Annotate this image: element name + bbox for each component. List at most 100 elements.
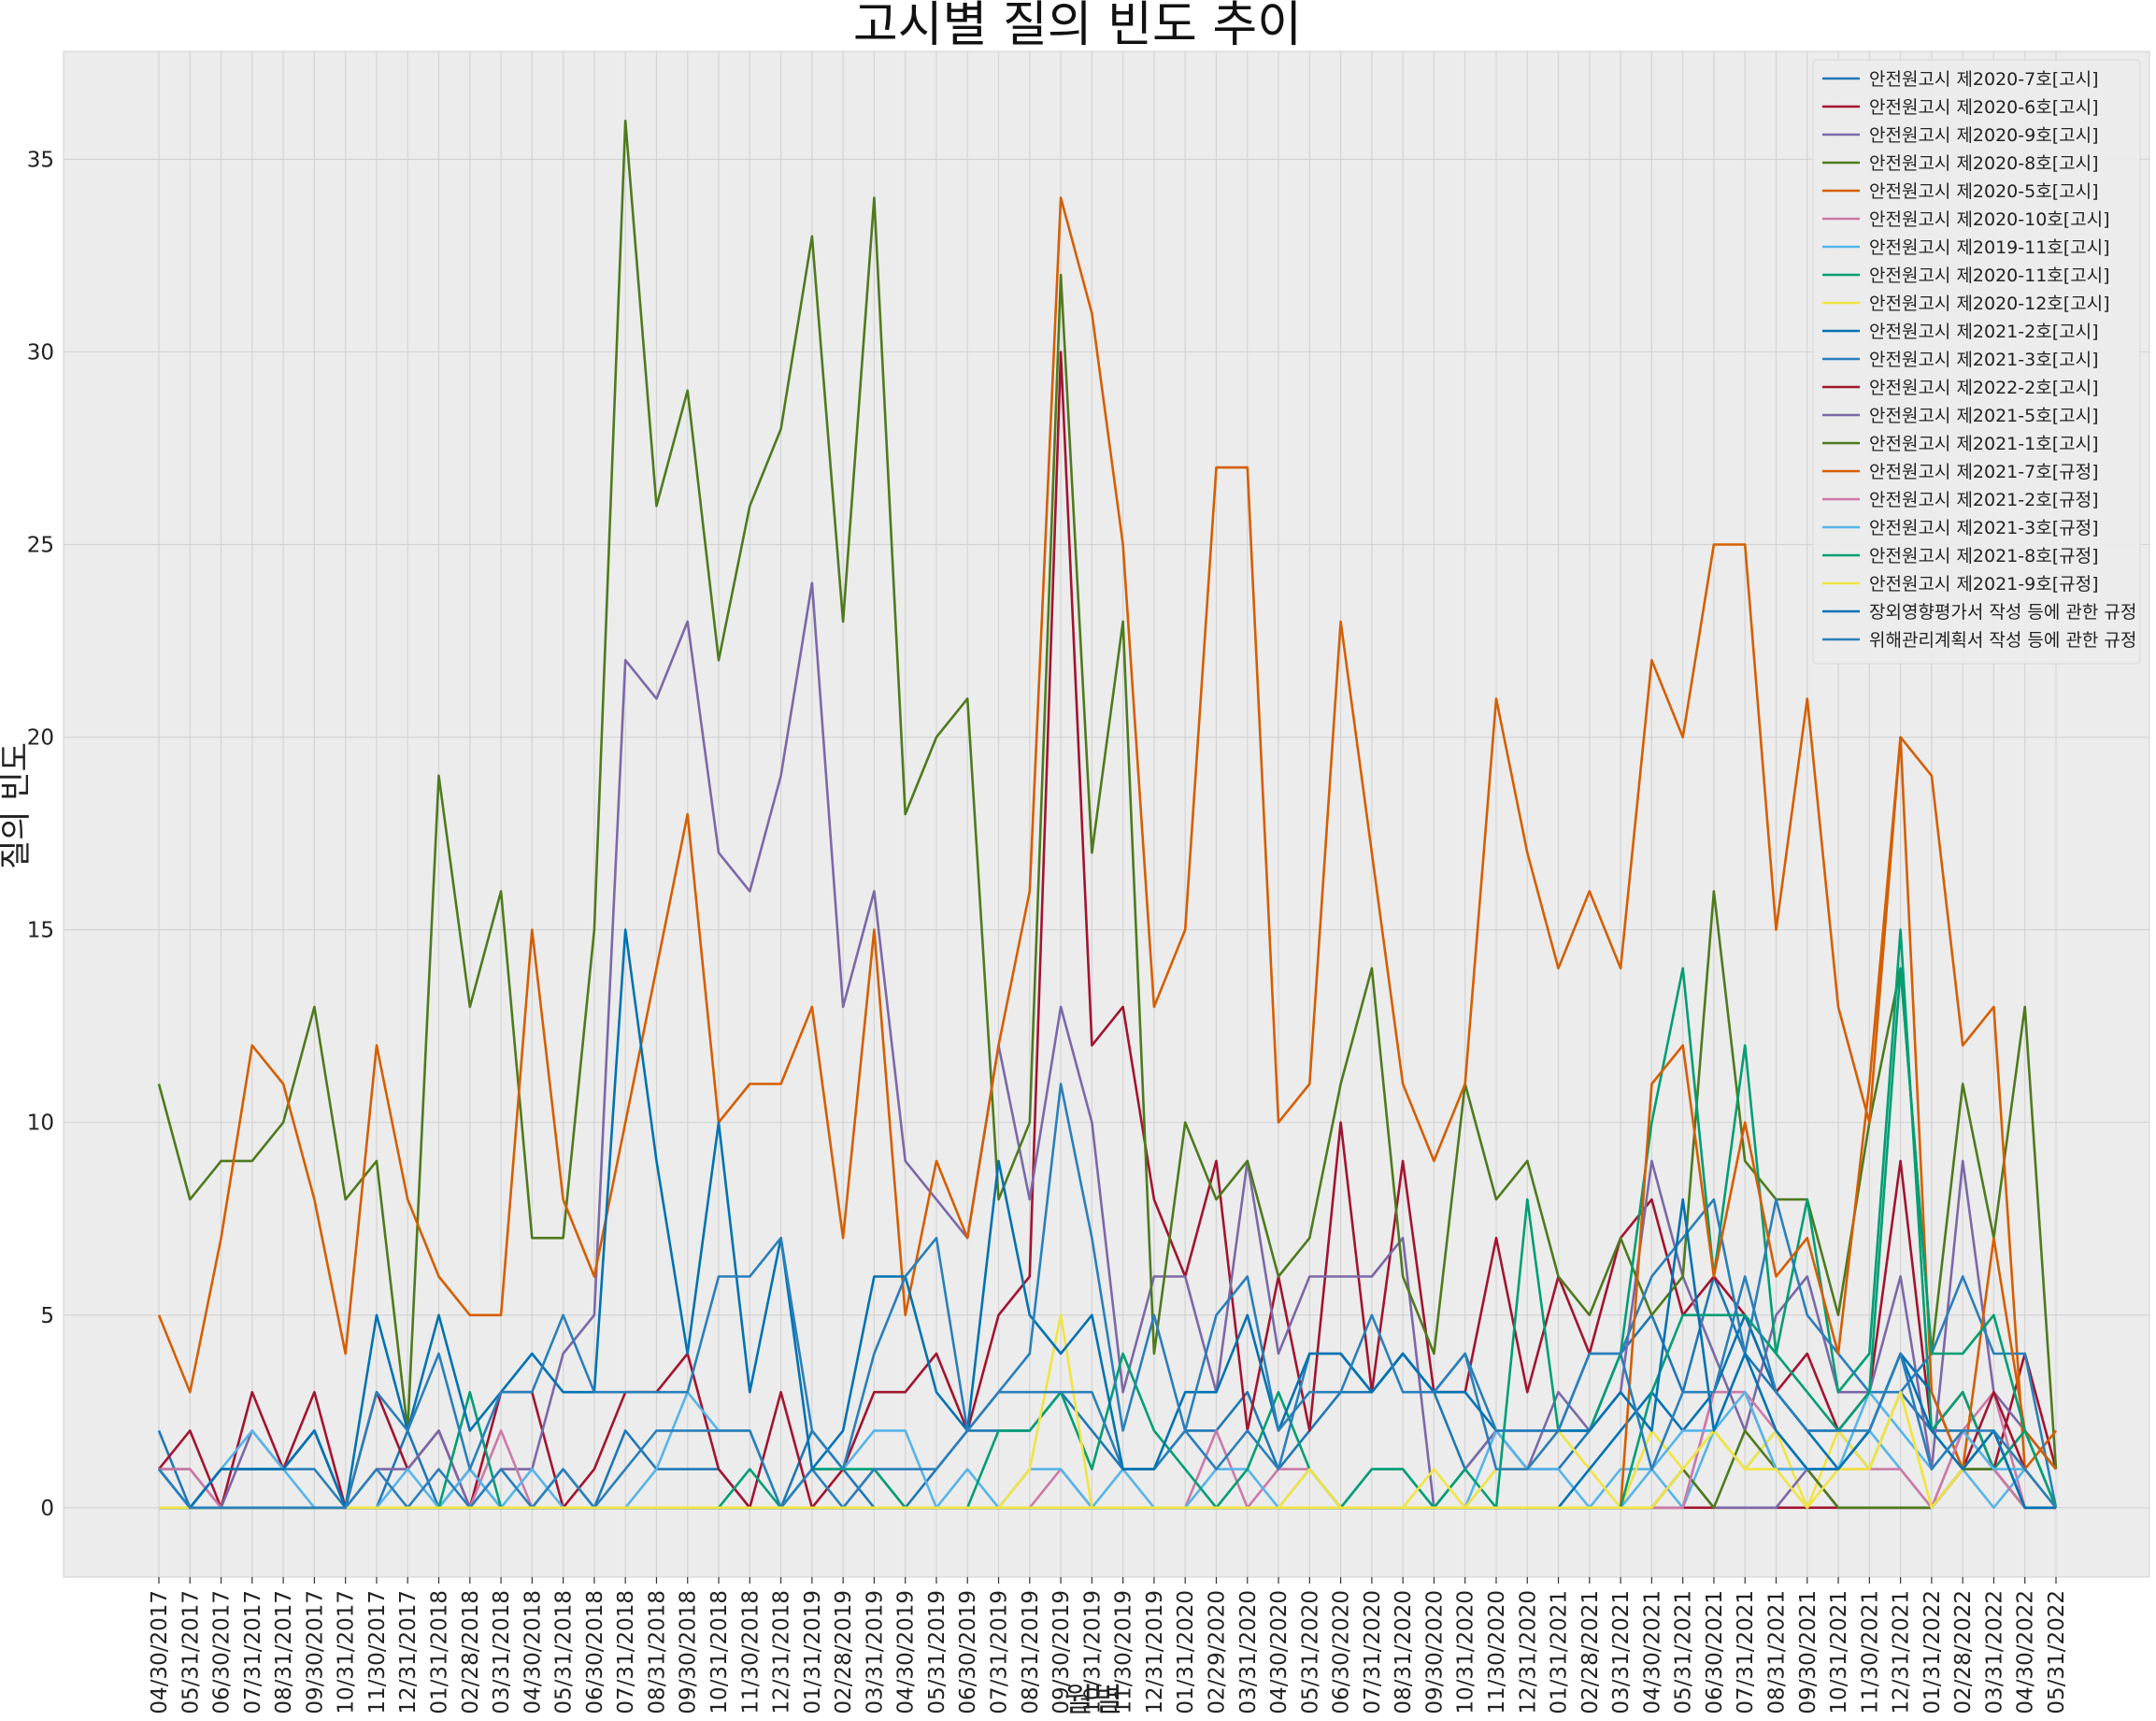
x-tick-label: 11/30/2021 <box>1858 1590 1882 1714</box>
legend-label: 안전원고시 제2019-11호[고시] <box>1869 237 2110 258</box>
x-tick-label: 12/31/2018 <box>770 1590 794 1714</box>
x-tick-label: 02/28/2019 <box>832 1590 856 1714</box>
x-tick-label: 04/30/2020 <box>1267 1590 1292 1714</box>
x-tick-label: 01/31/2019 <box>801 1590 825 1714</box>
x-tick-label: 06/30/2021 <box>1703 1590 1727 1714</box>
x-tick-label: 06/30/2017 <box>210 1590 235 1714</box>
x-tick-labels: 04/30/2017 05/31/2017 06/30/2017 07/31/2017… <box>148 1577 2069 1714</box>
legend-label: 안전원고시 제2020-7호[고시] <box>1869 69 2098 90</box>
y-tick-label: 15 <box>27 919 54 943</box>
x-tick-label: 04/30/2018 <box>521 1590 545 1714</box>
series-line <box>159 1390 2058 1510</box>
x-tick-label: 11/30/2018 <box>738 1590 763 1714</box>
series-line <box>157 1198 2058 1510</box>
series-line <box>157 351 2058 1510</box>
x-grid <box>158 51 2057 1577</box>
legend-label: 안전원고시 제2020-11호[고시] <box>1869 265 2110 286</box>
x-tick-label: 03/31/2021 <box>1609 1590 1634 1714</box>
x-tick-label: 12/31/2020 <box>1516 1590 1540 1714</box>
x-tick-label: 07/31/2018 <box>614 1590 638 1714</box>
legend-label: 안전원고시 제2021-1호[고시] <box>1869 434 2098 454</box>
x-tick-label: 12/31/2017 <box>396 1590 421 1714</box>
legend-label: 안전원고시 제2021-8호[규정] <box>1869 546 2098 566</box>
legend: 안전원고시 제2020-7호[고시] 안전원고시 제2020-6호[고시] 안전원고… <box>1812 59 2141 665</box>
x-tick-label: 04/30/2019 <box>894 1590 919 1714</box>
chart-title: 고시별 질의 빈도 추이 <box>853 0 1302 53</box>
x-tick-label: 02/28/2022 <box>1951 1590 1976 1714</box>
x-tick-label: 01/31/2021 <box>1548 1590 1572 1714</box>
x-tick-label: 11/30/2020 <box>1485 1590 1509 1714</box>
series-line <box>157 196 2058 1470</box>
x-tick-label: 11/30/2017 <box>365 1590 390 1714</box>
y-tick-label: 0 <box>40 1497 54 1521</box>
x-tick-label: 04/30/2017 <box>148 1590 172 1714</box>
x-tick-label: 11/30/2019 <box>1112 1590 1136 1714</box>
x-tick-label: 09/30/2017 <box>303 1590 327 1714</box>
x-tick-label: 05/31/2022 <box>2045 1590 2069 1714</box>
legend-label: 안전원고시 제2021-7호[규정] <box>1869 462 2098 482</box>
x-tick-label: 02/28/2018 <box>459 1590 483 1714</box>
x-tick-label: 03/31/2022 <box>1982 1590 2006 1714</box>
y-axis-label: 질의 빈도 <box>0 742 35 869</box>
x-tick-label: 08/31/2017 <box>272 1590 296 1714</box>
x-tick-label: 06/30/2019 <box>956 1590 980 1714</box>
x-tick-label: 01/31/2022 <box>1920 1590 1945 1714</box>
legend-label: 안전원고시 제2021-3호[규정] <box>1869 518 2098 538</box>
x-tick-label: 12/31/2021 <box>1890 1590 1914 1714</box>
x-tick-label: 03/31/2019 <box>863 1590 887 1714</box>
x-tick-label: 09/30/2020 <box>1422 1590 1447 1714</box>
x-tick-label: 06/30/2018 <box>583 1590 607 1714</box>
x-tick-label: 07/31/2019 <box>988 1590 1012 1714</box>
y-tick-label: 20 <box>27 726 54 751</box>
series-line <box>157 928 2056 1510</box>
series-line <box>157 1083 2058 1510</box>
x-tick-label: 08/31/2018 <box>645 1590 669 1714</box>
x-tick-label: 08/31/2021 <box>1764 1590 1789 1714</box>
x-tick-label: 02/28/2021 <box>1578 1590 1603 1714</box>
x-tick-label: 10/31/2021 <box>1827 1590 1851 1714</box>
x-tick-label: 07/31/2021 <box>1734 1590 1758 1714</box>
x-tick-label: 04/30/2021 <box>1640 1590 1664 1714</box>
legend-label: 안전원고시 제2021-5호[고시] <box>1869 406 2098 426</box>
legend-label: 위해관리계획서 작성 등에 관한 규정 <box>1869 630 2136 651</box>
x-tick-label: 09/30/2018 <box>677 1590 701 1714</box>
series-lines <box>157 119 2058 1510</box>
x-tick-label: 10/31/2020 <box>1454 1590 1478 1714</box>
legend-label: 안전원고시 제2020-10호[고시] <box>1869 209 2110 230</box>
x-tick-label: 07/31/2017 <box>241 1590 265 1714</box>
y-tick-label: 30 <box>27 340 54 365</box>
x-axis-label: 월별 <box>1064 1682 1123 1719</box>
x-tick-label: 05/31/2021 <box>1672 1590 1696 1714</box>
x-tick-label: 05/31/2019 <box>925 1590 949 1714</box>
x-tick-label: 03/31/2018 <box>490 1590 514 1714</box>
x-tick-label: 12/31/2019 <box>1143 1590 1167 1714</box>
series-line <box>159 928 2058 1510</box>
x-tick-label: 08/31/2019 <box>1019 1590 1043 1714</box>
series-line <box>157 119 2058 1470</box>
y-tick-label: 35 <box>27 148 54 172</box>
legend-label: 안전원고시 제2021-3호[고시] <box>1869 350 2098 370</box>
legend-label: 안전원고시 제2020-9호[고시] <box>1869 125 2098 146</box>
x-tick-label: 09/30/2019 <box>1049 1590 1074 1714</box>
y-tick-labels: 0 5 10 15 20 25 30 35 <box>27 148 54 1520</box>
x-tick-label: 07/31/2020 <box>1361 1590 1385 1714</box>
y-tick-label: 5 <box>40 1304 54 1328</box>
x-tick-label: 10/31/2017 <box>335 1590 359 1714</box>
legend-label: 안전원고시 제2022-2호[고시] <box>1869 378 2098 398</box>
x-tick-label: 01/31/2018 <box>428 1590 452 1714</box>
x-tick-label: 05/31/2018 <box>552 1590 577 1714</box>
x-tick-label: 05/31/2017 <box>178 1590 203 1714</box>
legend-label: 안전원고시 제2021-2호[고시] <box>1869 322 2098 342</box>
y-tick-label: 25 <box>27 534 54 558</box>
x-tick-label: 03/31/2020 <box>1236 1590 1261 1714</box>
x-tick-label: 09/30/2021 <box>1796 1590 1820 1714</box>
x-tick-label: 01/31/2020 <box>1174 1590 1198 1714</box>
x-tick-label: 10/31/2018 <box>707 1590 732 1714</box>
x-tick-label: 10/31/2019 <box>1080 1590 1105 1714</box>
legend-label: 안전원고시 제2020-8호[고시] <box>1869 153 2098 174</box>
x-tick-label: 08/31/2020 <box>1392 1590 1416 1714</box>
legend-label: 장외영향평가서 작성 등에 관한 규정 <box>1869 602 2136 623</box>
x-tick-label: 05/31/2020 <box>1298 1590 1322 1714</box>
x-tick-label: 06/30/2020 <box>1330 1590 1354 1714</box>
